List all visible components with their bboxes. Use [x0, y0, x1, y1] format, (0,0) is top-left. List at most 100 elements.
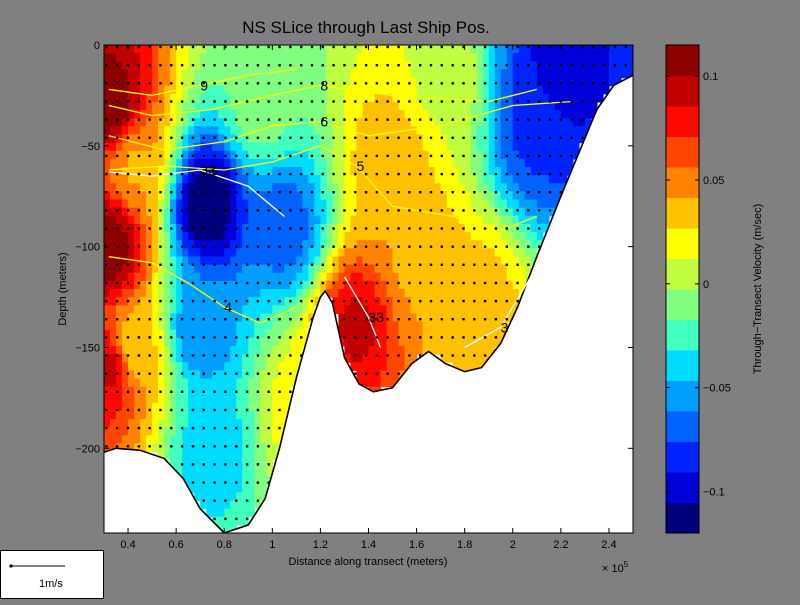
velocity-cell	[308, 215, 315, 225]
velocity-cell	[344, 240, 352, 249]
sample-point	[245, 463, 249, 466]
velocity-cell	[278, 110, 285, 119]
sample-point	[170, 82, 173, 85]
velocity-cell	[440, 85, 448, 95]
velocity-cell	[164, 215, 171, 225]
velocity-cell	[140, 223, 147, 233]
sample-point	[289, 336, 292, 339]
velocity-cell	[542, 61, 550, 70]
sample-point	[148, 172, 151, 176]
sample-point	[224, 136, 227, 139]
velocity-cell	[254, 207, 261, 217]
velocity-cell	[368, 199, 376, 209]
sample-point	[310, 100, 314, 103]
velocity-cell	[242, 110, 249, 119]
velocity-cell	[398, 337, 406, 347]
velocity-cell	[494, 69, 502, 79]
velocity-cell	[236, 492, 243, 502]
sample-point	[289, 227, 292, 230]
sample-point	[483, 318, 487, 321]
velocity-cell	[134, 126, 141, 136]
sample-point	[224, 82, 227, 85]
velocity-cell	[164, 280, 171, 290]
sample-point	[408, 191, 411, 194]
sample-point	[116, 281, 119, 285]
velocity-cell	[344, 215, 352, 225]
velocity-cell	[494, 272, 502, 282]
sample-point	[148, 408, 151, 412]
sample-point	[419, 172, 422, 176]
sample-point	[235, 209, 238, 212]
velocity-cell	[302, 69, 309, 79]
velocity-cell	[200, 110, 207, 119]
velocity-cell	[458, 354, 466, 363]
velocity-cell	[248, 467, 255, 477]
velocity-cell	[218, 354, 225, 363]
velocity-cell	[152, 272, 159, 282]
velocity-cell	[278, 248, 285, 258]
velocity-cell	[272, 451, 279, 461]
velocity-cell	[278, 69, 285, 79]
velocity-cell	[176, 134, 183, 144]
velocity-cell	[206, 53, 213, 62]
velocity-cell	[194, 370, 201, 380]
sample-point	[505, 172, 508, 176]
velocity-cell	[422, 297, 430, 306]
sample-point	[473, 172, 476, 176]
sample-point	[440, 299, 443, 303]
colorbar-swatch	[666, 319, 699, 351]
velocity-cell	[200, 175, 207, 184]
velocity-cell	[176, 435, 183, 445]
sample-point	[235, 263, 238, 266]
velocity-cell	[284, 337, 291, 347]
velocity-cell	[596, 45, 604, 54]
velocity-cell	[260, 378, 267, 388]
sample-point	[527, 263, 530, 266]
velocity-cell	[350, 223, 358, 233]
velocity-cell	[218, 272, 225, 282]
velocity-cell	[554, 61, 562, 70]
x-multiplier: × 105	[602, 560, 629, 575]
velocity-cell	[248, 77, 255, 87]
velocity-cell	[434, 77, 442, 87]
velocity-cell	[494, 110, 502, 119]
sample-point	[397, 154, 400, 158]
velocity-cell	[332, 77, 340, 87]
velocity-cell	[134, 199, 141, 209]
velocity-cell	[128, 150, 135, 160]
velocity-cell	[290, 272, 297, 282]
velocity-cell	[110, 443, 117, 453]
velocity-cell	[194, 280, 201, 290]
sample-point	[321, 45, 324, 49]
velocity-cell	[422, 223, 430, 233]
velocity-cell	[356, 183, 364, 192]
velocity-cell	[308, 69, 315, 79]
velocity-cell	[110, 256, 117, 266]
velocity-cell	[506, 45, 514, 54]
velocity-cell	[464, 232, 472, 241]
velocity-cell	[188, 362, 195, 371]
sample-point	[429, 45, 433, 49]
velocity-cell	[332, 45, 340, 54]
velocity-cell	[518, 45, 526, 54]
velocity-cell	[212, 248, 219, 258]
velocity-cell	[170, 118, 177, 127]
velocity-cell	[554, 142, 562, 152]
sample-point	[202, 154, 205, 158]
velocity-cell	[464, 264, 472, 274]
velocity-cell	[344, 248, 352, 258]
velocity-cell	[224, 289, 231, 298]
velocity-cell	[416, 207, 424, 217]
sample-point	[408, 136, 411, 139]
velocity-cell	[548, 77, 556, 87]
velocity-cell	[350, 101, 358, 111]
velocity-cell	[206, 158, 213, 168]
velocity-cell	[512, 45, 520, 54]
velocity-cell	[332, 305, 340, 314]
velocity-cell	[230, 524, 237, 533]
sample-point	[516, 299, 519, 303]
sample-point	[527, 209, 530, 212]
velocity-cell	[206, 77, 213, 87]
velocity-cell	[566, 167, 574, 176]
velocity-cell	[176, 199, 183, 209]
